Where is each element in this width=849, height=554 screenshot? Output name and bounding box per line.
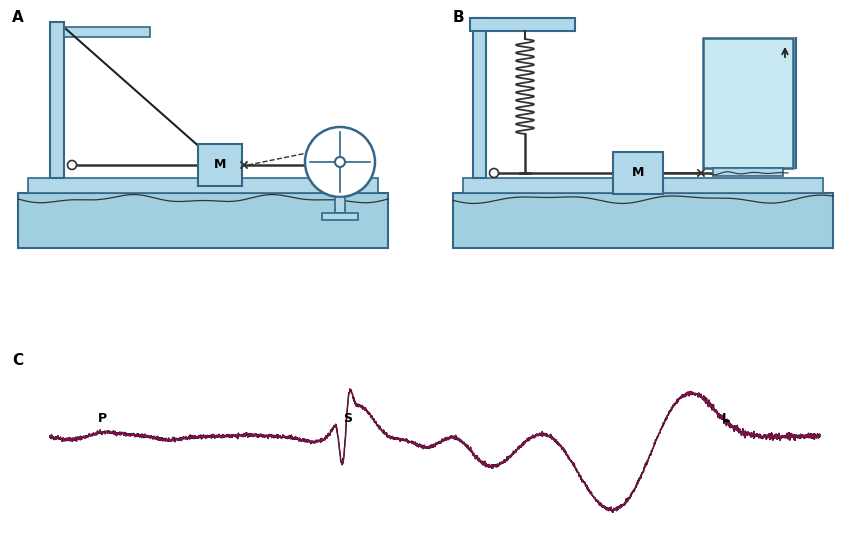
Text: M: M [214,158,226,172]
Text: C: C [12,353,23,368]
Bar [713,168,783,176]
Circle shape [68,161,76,170]
Text: P: P [98,412,107,425]
Text: A: A [12,10,24,25]
Text: L: L [722,412,730,425]
Bar [335,197,345,213]
Bar [703,38,793,168]
Circle shape [335,157,345,167]
Circle shape [490,168,498,177]
Bar [18,193,388,248]
Bar [473,18,486,178]
Bar [613,152,663,194]
Bar [198,144,242,186]
Circle shape [305,127,375,197]
Bar [463,178,823,193]
Text: M: M [632,167,644,179]
Bar [322,213,358,220]
Bar [453,193,833,248]
Bar [28,178,378,193]
Bar [64,27,150,37]
Bar [470,18,575,31]
Text: B: B [453,10,464,25]
Text: S: S [343,412,352,425]
Bar [50,22,64,178]
